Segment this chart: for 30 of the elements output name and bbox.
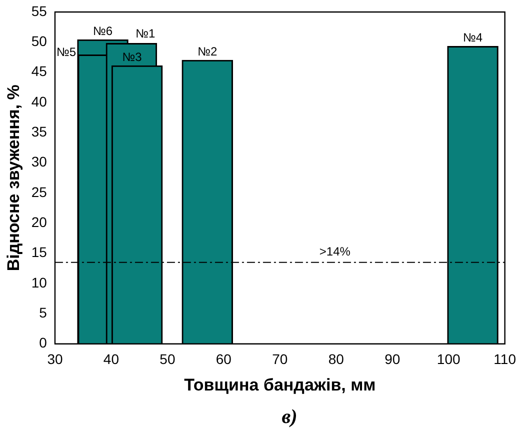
y-axis-title: Відносне звуження, % [4,84,23,272]
y-tick-label: 5 [39,304,48,320]
annotation: №3 [122,50,142,64]
y-tick-label: 30 [31,154,48,170]
x-tick-label: 40 [103,351,120,368]
x-tick-label: 80 [328,351,344,368]
annotation: №5 [56,45,76,60]
x-axis-title: Товщина бандажів, мм [184,375,376,394]
y-tick-label: 55 [31,2,48,19]
annotation: №4 [463,30,483,45]
y-tick-label: 0 [39,334,48,351]
y-tick-label: 20 [31,214,48,230]
y-tick-label: 45 [31,63,48,80]
y-tick-label: 10 [31,274,48,290]
x-tick-label: 60 [216,351,232,368]
x-tick-label: 90 [384,351,400,368]
y-tick-label: 25 [31,184,48,200]
annotation: №2 [198,44,218,59]
x-tick-label: 100 [436,351,460,368]
annotation: №6 [92,24,113,38]
y-tick-label: 40 [31,93,48,110]
text: в) [280,406,298,429]
y-tick-label: 35 [31,124,48,140]
y-tick-label: 15 [31,244,48,260]
x-tick-label: 70 [272,351,288,368]
y-tick-label: 50 [31,33,48,50]
annotation: №1 [136,26,156,41]
x-tick-label: 50 [160,351,176,368]
ref-line-label: >14% [319,244,351,259]
x-tick-label: 110 [494,351,516,368]
